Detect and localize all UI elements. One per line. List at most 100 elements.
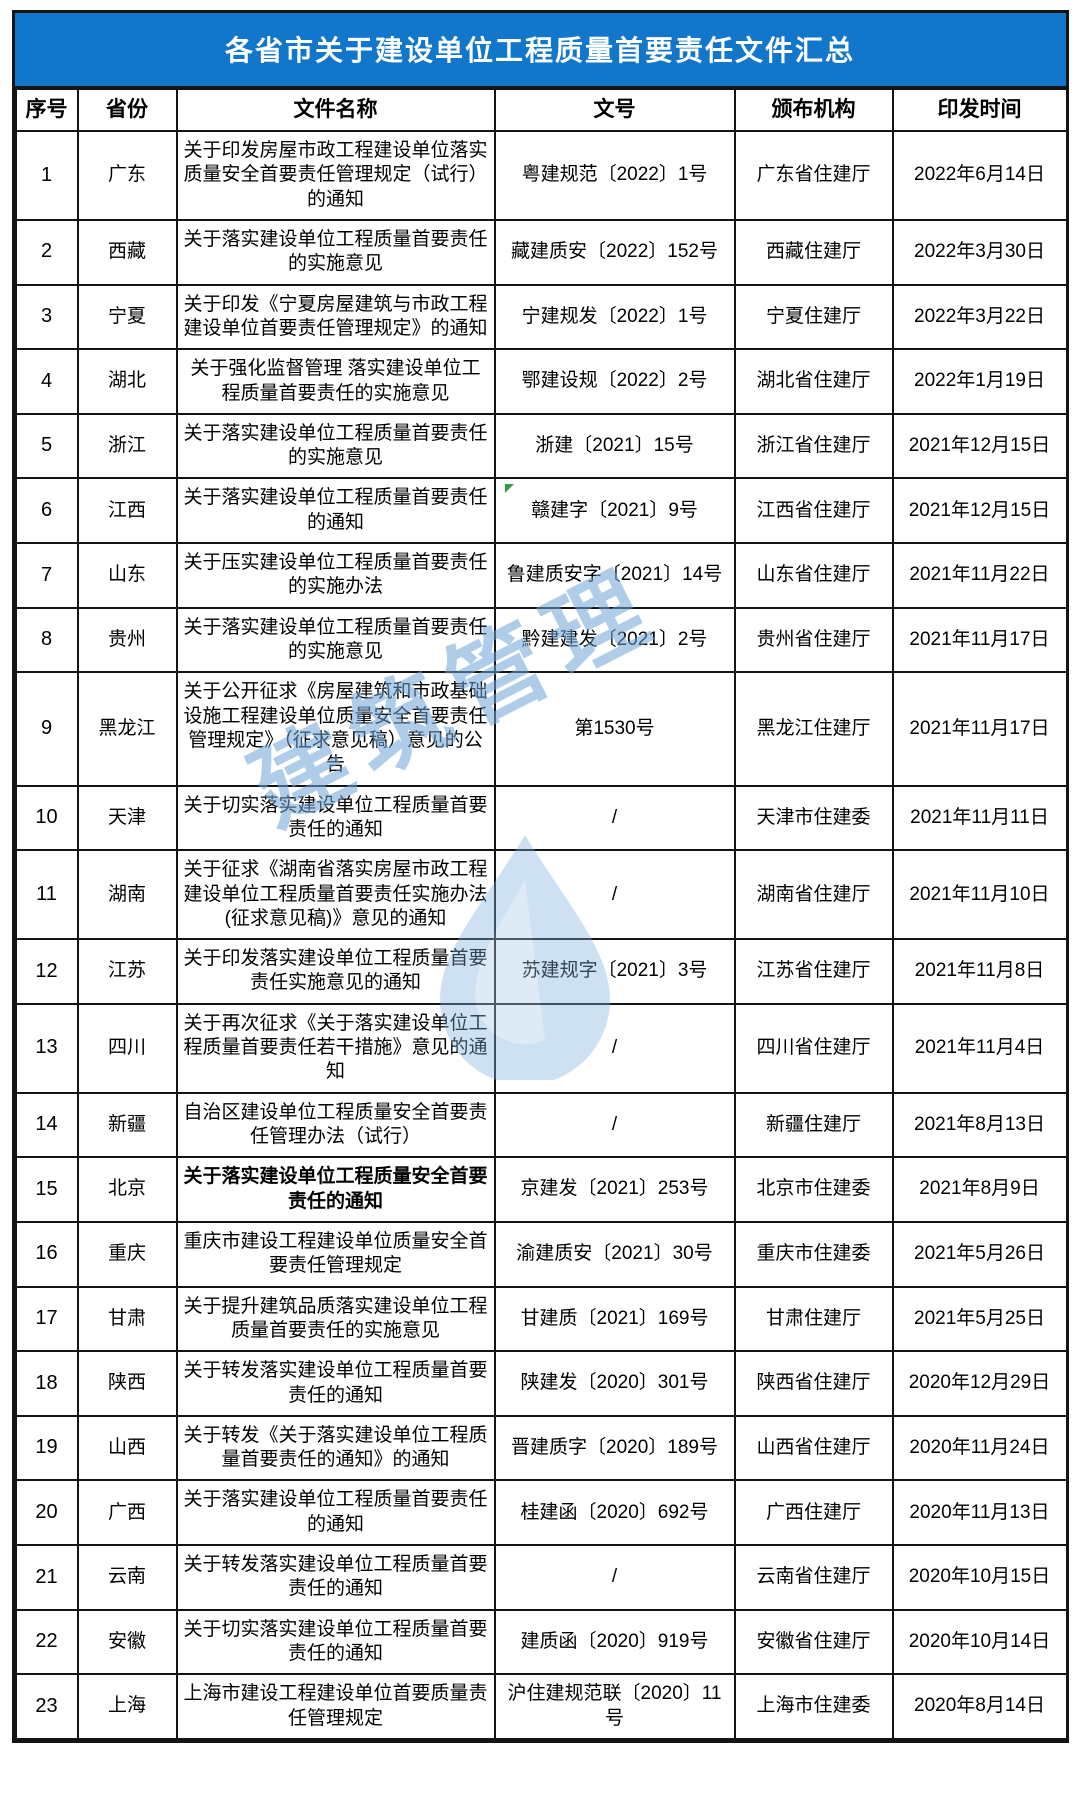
cell-date: 2022年3月22日: [891, 283, 1068, 351]
cell-doc-name: 自治区建设单位工程质量安全首要责任管理办法（试行）: [175, 1091, 496, 1159]
cell-no: 4: [14, 348, 79, 415]
column-header-1: 省份: [76, 88, 178, 132]
cell-agency: 新疆住建厅: [733, 1091, 894, 1159]
cell-doc-name: 关于切实落实建设单位工程质量首要责任的通知: [175, 784, 496, 852]
cell-date: 2020年12月29日: [891, 1350, 1068, 1417]
cell-province: 湖南: [76, 849, 178, 941]
cell-doc-name: 上海市建设工程建设单位首要质量责任管理规定: [175, 1673, 496, 1740]
cell-agency: 广东省住建厅: [733, 130, 894, 221]
cell-doc-name: 关于提升建筑品质落实建设单位工程质量首要责任的实施意见: [175, 1285, 496, 1353]
excel-corner-marker: [505, 484, 514, 493]
column-header-2: 文件名称: [175, 88, 496, 132]
table-row: 10 天津 关于切实落实建设单位工程质量首要责任的通知 / 天津市住建委 2021年11月…: [14, 784, 1068, 852]
cell-doc-number: 鲁建质安字〔2021〕14号: [493, 542, 736, 609]
cell-province: 湖北: [76, 348, 178, 415]
table-row: 4 湖北 关于强化监督管理 落实建设单位工程质量首要责任的实施意见 鄂建设规〔2022…: [14, 348, 1068, 415]
cell-no: 23: [14, 1673, 79, 1740]
cell-agency: 甘肃住建厅: [733, 1285, 894, 1353]
cell-date: 2020年11月24日: [891, 1414, 1068, 1482]
cell-date: 2021年5月25日: [891, 1285, 1068, 1353]
table-row: 22 安徽 关于切实落实建设单位工程质量首要责任的通知 建质函〔2020〕919号 安徽…: [14, 1608, 1068, 1676]
table-row: 3 宁夏 关于印发《宁夏房屋建筑与市政工程建设单位首要责任管理规定》的通知 宁建规发〔…: [14, 283, 1068, 351]
table-row: 12 江苏 关于印发落实建设单位工程质量首要责任实施意见的通知 苏建规字〔2021〕3…: [14, 938, 1068, 1005]
cell-no: 13: [14, 1002, 79, 1094]
cell-no: 14: [14, 1091, 79, 1159]
cell-agency: 浙江省住建厅: [733, 412, 894, 480]
cell-province: 江苏: [76, 938, 178, 1005]
cell-date: 2022年6月14日: [891, 130, 1068, 221]
cell-agency: 西藏住建厅: [733, 218, 894, 286]
cell-date: 2021年11月4日: [891, 1002, 1068, 1094]
cell-doc-name: 关于转发《关于落实建设单位工程质量首要责任的通知》的通知: [175, 1414, 496, 1482]
cell-province: 甘肃: [76, 1285, 178, 1353]
header-row: 序号 省份 文件名称 文号 颁布机构 印发时间: [14, 88, 1068, 132]
cell-no: 18: [14, 1350, 79, 1417]
cell-doc-name: 关于切实落实建设单位工程质量首要责任的通知: [175, 1608, 496, 1676]
cell-doc-number: 鄂建设规〔2022〕2号: [493, 348, 736, 415]
cell-doc-name: 重庆市建设工程建设单位质量安全首要责任管理规定: [175, 1220, 496, 1288]
cell-doc-number: 渝建质安〔2021〕30号: [493, 1220, 736, 1288]
cell-agency: 广西住建厅: [733, 1479, 894, 1547]
cell-no: 7: [14, 542, 79, 609]
cell-doc-number: 藏建质安〔2022〕152号: [493, 218, 736, 286]
cell-doc-name: 关于转发落实建设单位工程质量首要责任的通知: [175, 1350, 496, 1417]
cell-no: 12: [14, 938, 79, 1005]
cell-doc-number: 建质函〔2020〕919号: [493, 1608, 736, 1676]
cell-doc-number: /: [493, 784, 736, 852]
cell-date: 2021年8月13日: [891, 1091, 1068, 1159]
cell-province: 云南: [76, 1544, 178, 1611]
cell-agency: 云南省住建厅: [733, 1544, 894, 1611]
cell-doc-number: 宁建规发〔2022〕1号: [493, 283, 736, 351]
cell-doc-name: 关于公开征求《房屋建筑和市政基础设施工程建设单位质量安全首要责任管理规定》（征求…: [175, 671, 496, 787]
cell-no: 19: [14, 1414, 79, 1482]
cell-agency: 黑龙江住建厅: [733, 671, 894, 787]
cell-date: 2022年1月19日: [891, 348, 1068, 415]
table-row: 14 新疆 自治区建设单位工程质量安全首要责任管理办法（试行） / 新疆住建厅 2021年…: [14, 1091, 1068, 1159]
cell-agency: 上海市住建委: [733, 1673, 894, 1740]
cell-no: 21: [14, 1544, 79, 1611]
cell-province: 陕西: [76, 1350, 178, 1417]
documents-table: 序号 省份 文件名称 文号 颁布机构 印发时间 1 广东 关于印发房屋市政工程建设单位落实质量…: [14, 88, 1068, 1740]
cell-doc-name: 关于落实建设单位工程质量首要责任的实施意见: [175, 218, 496, 286]
cell-doc-number: /: [493, 849, 736, 941]
cell-date: 2021年5月26日: [891, 1220, 1068, 1288]
table-title: 各省市关于建设单位工程质量首要责任文件汇总: [14, 13, 1066, 88]
cell-province: 上海: [76, 1673, 178, 1740]
cell-doc-name: 关于落实建设单位工程质量首要责任的实施意见: [175, 412, 496, 480]
cell-province: 重庆: [76, 1220, 178, 1288]
cell-agency: 宁夏住建厅: [733, 283, 894, 351]
cell-doc-name: 关于落实建设单位工程质量首要责任的通知: [175, 477, 496, 545]
cell-no: 8: [14, 606, 79, 674]
table-row: 21 云南 关于转发落实建设单位工程质量首要责任的通知 / 云南省住建厅 2020年10月…: [14, 1544, 1068, 1611]
cell-date: 2020年8月14日: [891, 1673, 1068, 1740]
cell-date: 2020年11月13日: [891, 1479, 1068, 1547]
cell-doc-name: 关于落实建设单位工程质量安全首要责任的通知: [175, 1156, 496, 1223]
cell-province: 山东: [76, 542, 178, 609]
cell-no: 22: [14, 1608, 79, 1676]
cell-date: 2021年12月15日: [891, 412, 1068, 480]
cell-agency: 贵州省住建厅: [733, 606, 894, 674]
table-body: 1 广东 关于印发房屋市政工程建设单位落实质量安全首要责任管理规定（试行）的通知 粤建…: [14, 130, 1068, 1740]
cell-doc-number: 苏建规字〔2021〕3号: [493, 938, 736, 1005]
cell-doc-number: 甘建质〔2021〕169号: [493, 1285, 736, 1353]
cell-province: 西藏: [76, 218, 178, 286]
cell-doc-name: 关于压实建设单位工程质量首要责任的实施办法: [175, 542, 496, 609]
table-row: 7 山东 关于压实建设单位工程质量首要责任的实施办法 鲁建质安字〔2021〕14号 山东…: [14, 542, 1068, 609]
cell-province: 天津: [76, 784, 178, 852]
cell-agency: 四川省住建厅: [733, 1002, 894, 1094]
cell-doc-name: 关于征求《湖南省落实房屋市政工程建设单位工程质量首要责任实施办法(征求意见稿)》…: [175, 849, 496, 941]
cell-date: 2021年11月10日: [891, 849, 1068, 941]
cell-date: 2022年3月30日: [891, 218, 1068, 286]
cell-date: 2021年8月9日: [891, 1156, 1068, 1223]
cell-doc-number: 晋建质字〔2020〕189号: [493, 1414, 736, 1482]
table-row: 16 重庆 重庆市建设工程建设单位质量安全首要责任管理规定 渝建质安〔2021〕30号…: [14, 1220, 1068, 1288]
cell-province: 江西: [76, 477, 178, 545]
table-row: 9 黑龙江 关于公开征求《房屋建筑和市政基础设施工程建设单位质量安全首要责任管理规定…: [14, 671, 1068, 787]
cell-doc-number: 沪住建规范联〔2020〕11 号: [493, 1673, 736, 1740]
cell-doc-number: 赣建字〔2021〕9号: [493, 477, 736, 545]
cell-doc-number: 桂建函〔2020〕692号: [493, 1479, 736, 1547]
cell-doc-name: 关于转发落实建设单位工程质量首要责任的通知: [175, 1544, 496, 1611]
table-row: 18 陕西 关于转发落实建设单位工程质量首要责任的通知 陕建发〔2020〕301号 陕西…: [14, 1350, 1068, 1417]
cell-doc-number: /: [493, 1091, 736, 1159]
column-header-4: 颁布机构: [733, 88, 894, 132]
